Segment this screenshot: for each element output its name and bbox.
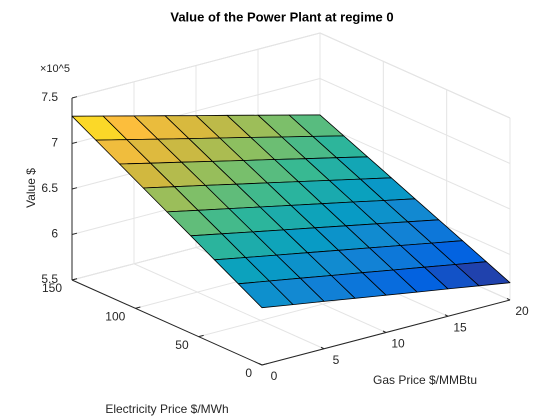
labels: Value of the Power Plant at regime 0 Gas… <box>24 9 529 416</box>
y-tick-label: 150 <box>42 281 62 295</box>
y-axis-label: Electricity Price $/MWh <box>105 402 228 416</box>
x-tick-label: 0 <box>271 369 278 383</box>
grid-line <box>319 32 511 119</box>
y-axis-line <box>71 279 263 366</box>
surface-cell <box>237 280 294 309</box>
z-tick-label: 5.5 <box>41 272 58 286</box>
surface <box>71 114 511 309</box>
z-tick <box>71 141 78 144</box>
x-tick-label: 20 <box>515 304 529 318</box>
chart-title: Value of the Power Plant at regime 0 <box>170 9 393 24</box>
y-tick <box>135 306 141 309</box>
z-tick <box>71 278 78 281</box>
y-tick-label: 100 <box>105 310 125 324</box>
y-tick <box>198 334 204 338</box>
z-tick <box>71 232 78 235</box>
z-axis-label: Value $ <box>24 168 38 208</box>
grid-line <box>133 263 325 350</box>
z-exponent: ×10^5 <box>40 63 70 75</box>
z-tick-label: 7.5 <box>41 90 58 104</box>
y-tick-label: 0 <box>245 366 252 380</box>
z-tick <box>71 187 78 190</box>
y-tick-label: 50 <box>175 338 189 352</box>
grid-line <box>71 32 321 99</box>
x-tick <box>258 363 263 366</box>
x-tick-label: 5 <box>333 353 340 367</box>
z-tick-label: 6.5 <box>41 181 58 195</box>
x-axis-label: Gas Price $/MMBtu <box>373 373 477 387</box>
x-tick-label: 15 <box>453 320 467 334</box>
x-tick-label: 10 <box>391 337 405 351</box>
x-tick <box>382 330 387 333</box>
x-tick <box>444 314 449 317</box>
grid-line <box>319 78 511 164</box>
z-tick-label: 7 <box>51 136 58 150</box>
z-tick <box>71 96 78 99</box>
x-tick <box>506 298 511 301</box>
x-tick <box>320 346 325 350</box>
y-tick <box>261 363 268 366</box>
z-tick-label: 6 <box>51 227 58 241</box>
grid-line <box>319 123 511 210</box>
